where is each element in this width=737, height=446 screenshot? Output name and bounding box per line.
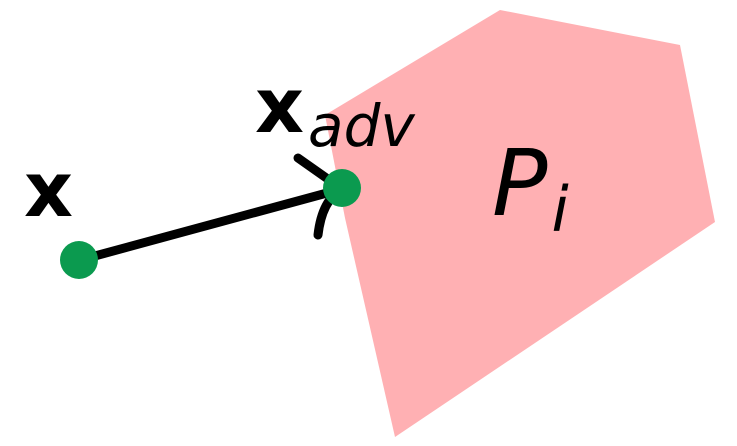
label-p-i-subscript: i [551, 173, 568, 246]
arrow-shaft [75, 185, 343, 265]
point-x-adv [323, 169, 361, 207]
label-x-adv-subscript: adv [308, 92, 416, 160]
point-x [60, 241, 98, 279]
perturbation-arrow [75, 153, 347, 265]
label-p-i: P i [492, 130, 569, 246]
label-x: x [24, 145, 73, 234]
label-p-i-base: P [492, 130, 548, 237]
label-x-adv-base: x [255, 61, 304, 150]
polytope-region [325, 10, 715, 437]
label-x-adv: x adv [255, 61, 416, 160]
